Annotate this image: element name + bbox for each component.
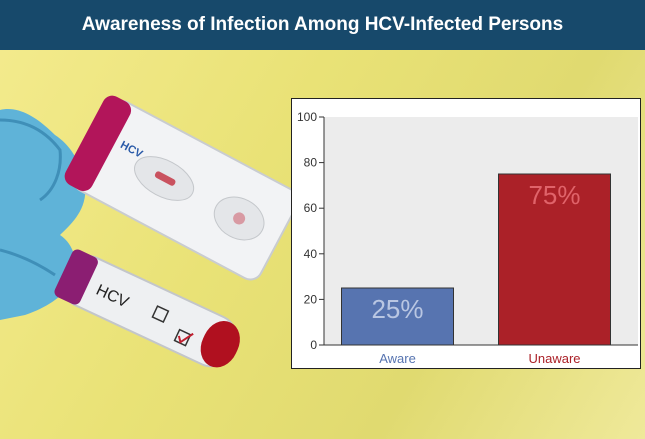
y-tick-label: 100 [297,110,317,124]
y-tick-label: 60 [304,201,318,215]
test-cassette: HCV [64,95,300,281]
bar-chart: 0 20 40 60 80 100 25% Aware 75% Unaware [297,110,638,366]
bar-value-label: 25% [371,294,423,324]
header-banner: Awareness of Infection Among HCV-Infecte… [0,0,645,50]
x-category-label: Aware [379,351,416,366]
bar-unaware [498,173,611,346]
bar-aware [341,287,454,346]
y-tick-label: 40 [304,247,318,261]
y-tick-label: 0 [310,338,317,352]
chart-panel: 0 20 40 60 80 100 25% Aware 75% Unaware [291,98,641,369]
hcv-test-photo: HCV HCV [0,95,300,368]
blood-tube: HCV [54,249,240,368]
bar-value-label: 75% [528,180,580,210]
glove-shape [0,109,86,320]
page-title: Awareness of Infection Among HCV-Infecte… [81,14,564,35]
x-category-label: Unaware [528,351,580,366]
y-tick-label: 20 [304,292,318,306]
y-tick-label: 80 [304,156,318,170]
